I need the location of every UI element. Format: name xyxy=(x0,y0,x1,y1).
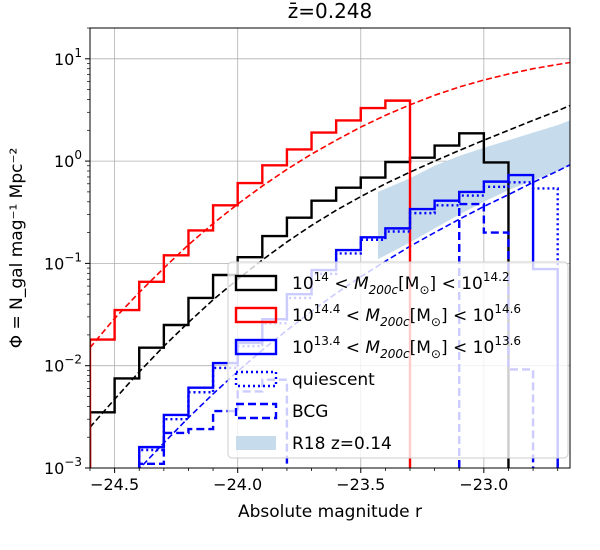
legend-swatch xyxy=(234,306,278,324)
histogram-series xyxy=(138,181,559,468)
histogram-series xyxy=(90,99,412,468)
y-tick-label: 10−2 xyxy=(44,353,82,376)
legend-swatch xyxy=(234,274,278,292)
fit-curve xyxy=(90,61,570,349)
legend-label: quiescent xyxy=(292,370,375,390)
y-tick-label: 10−1 xyxy=(44,250,82,273)
legend-label: R18 z=0.14 xyxy=(292,434,392,454)
legend-swatch-band xyxy=(236,436,276,450)
plot-area xyxy=(90,61,570,468)
legend-swatch xyxy=(234,338,278,356)
histogram-series xyxy=(138,173,559,468)
legend-label: 1014 < M200c[M⊙] < 1014.2 xyxy=(292,270,510,297)
y-tick-label: 100 xyxy=(54,148,82,171)
legend-swatch xyxy=(234,370,278,388)
band-layer xyxy=(378,120,570,260)
r18-band xyxy=(378,120,570,260)
fit-curve xyxy=(90,104,570,428)
chart-title: z̄=0.248 xyxy=(288,0,373,23)
legend-swatch xyxy=(234,402,278,420)
legend: 1014 < M200c[M⊙] < 1014.2 1014.4 < M200c[… xyxy=(227,261,569,459)
histogram-series xyxy=(90,132,510,468)
y-tick-label: 101 xyxy=(54,46,82,69)
y-tick-label: 10−3 xyxy=(44,455,82,478)
x-tick-label: −24.0 xyxy=(213,475,262,494)
x-axis-label: Absolute magnitude r xyxy=(238,502,422,522)
x-tick-label: −23.5 xyxy=(336,475,385,494)
x-tick-label: −24.5 xyxy=(90,475,139,494)
legend-label: BCG xyxy=(292,402,328,422)
fit-curves xyxy=(90,61,570,468)
legend-box xyxy=(227,261,569,459)
histograms xyxy=(90,99,559,468)
y-axis: 10−3 10−2 10−1 100 101 xyxy=(44,27,90,478)
x-tick-label: −23.0 xyxy=(459,475,508,494)
legend-label: 1013.4 < M200c[M⊙] < 1013.6 xyxy=(292,334,521,361)
plot-frame xyxy=(89,27,571,469)
y-axis-label: Φ = N_gal mag⁻¹ Mpc⁻² xyxy=(7,148,27,349)
x-axis: −24.5 −24.0 −23.5 −23.0 xyxy=(89,468,559,494)
legend-label: 1014.4 < M200c[M⊙] < 1014.6 xyxy=(292,302,521,329)
